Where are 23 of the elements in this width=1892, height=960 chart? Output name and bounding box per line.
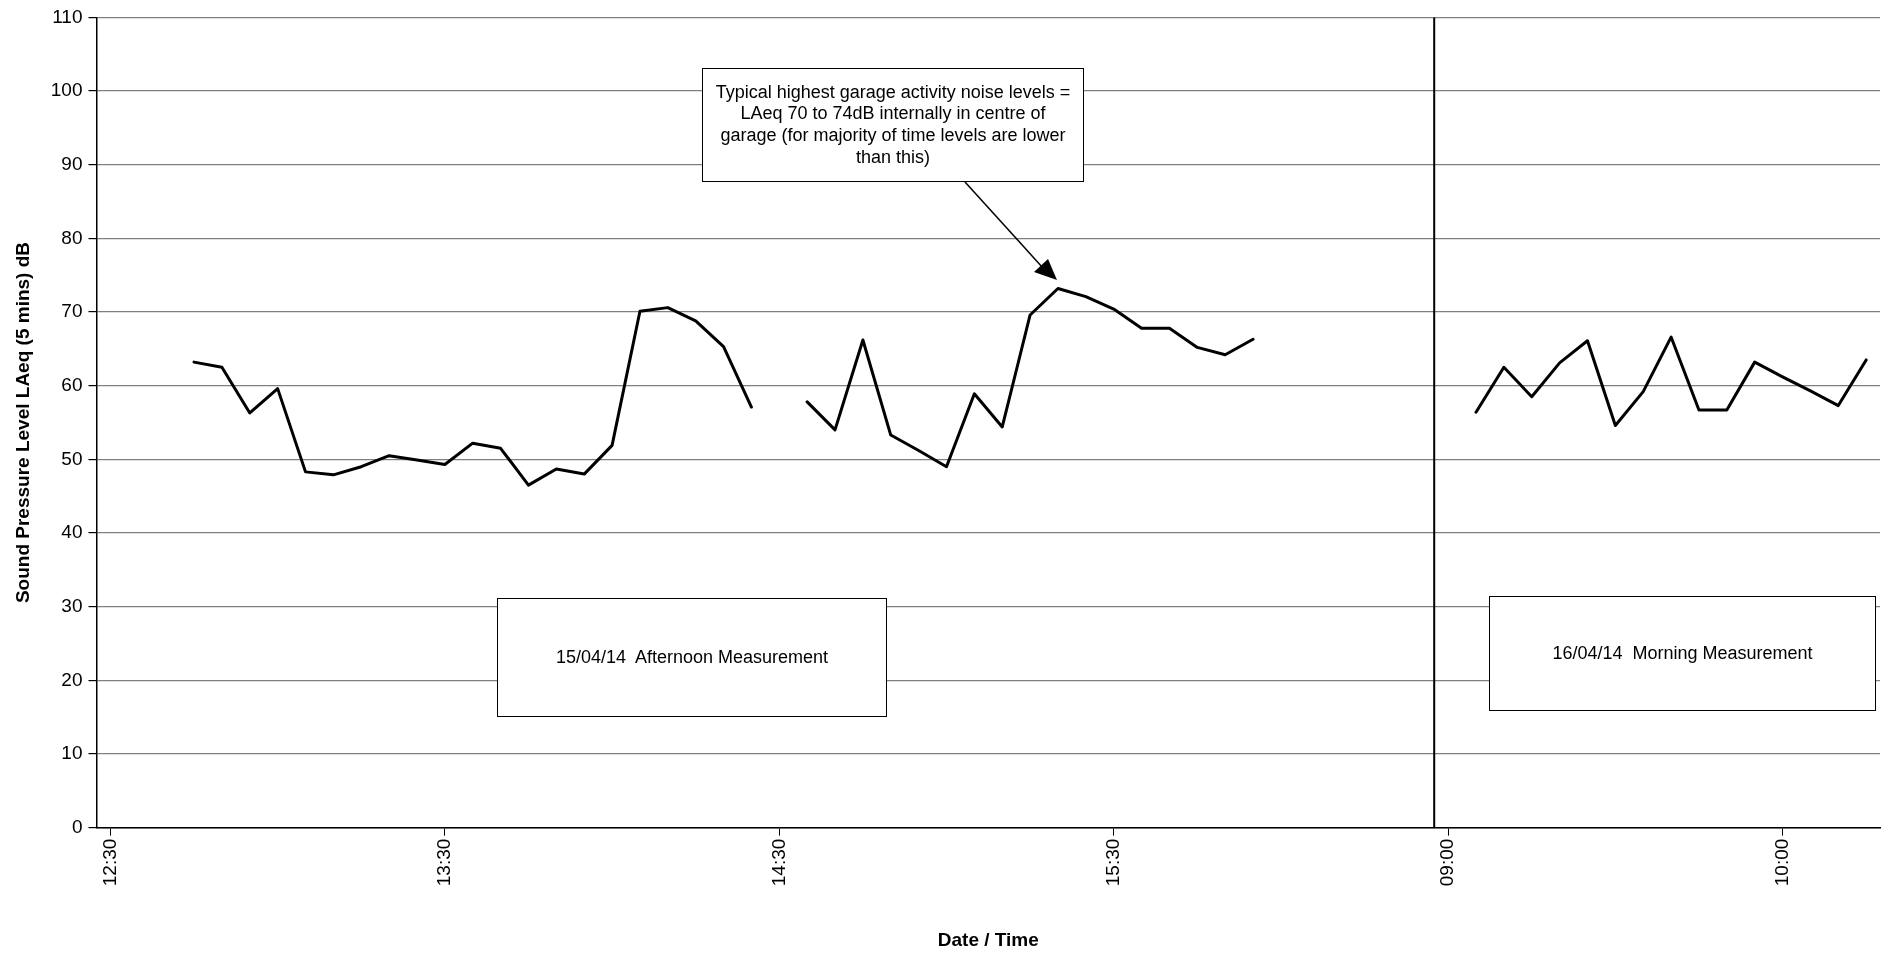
y-axis-title: Sound Pressure Level LAeq (5 mins) dB bbox=[11, 241, 33, 604]
x-tick-label: 12:30 bbox=[98, 838, 120, 887]
x-tick-label: 14:30 bbox=[767, 838, 789, 887]
note-box: 16/04/14 Morning Measurement bbox=[1489, 596, 1876, 711]
y-tick-label: 40 bbox=[61, 521, 83, 543]
note-box: 15/04/14 Afternoon Measurement bbox=[497, 598, 887, 717]
y-tick-label: 0 bbox=[71, 815, 83, 837]
y-tick-label: 90 bbox=[61, 152, 83, 174]
y-tick-label: 20 bbox=[61, 668, 83, 690]
y-tick-label: 110 bbox=[52, 5, 83, 27]
y-tick-label: 50 bbox=[61, 447, 83, 469]
x-axis-title: Date / Time bbox=[937, 928, 1039, 950]
y-tick-label: 10 bbox=[61, 742, 83, 764]
x-tick-label: 15:30 bbox=[1101, 838, 1123, 887]
y-tick-label: 100 bbox=[50, 79, 83, 101]
note-box: Typical highest garage activity noise levels = LAeq 70 to 74dB internally in centre of garage (for majority of time levels are lower than this) bbox=[702, 68, 1084, 182]
y-tick-label: 70 bbox=[61, 300, 83, 322]
y-tick-label: 80 bbox=[61, 226, 83, 248]
x-tick-label: 13:30 bbox=[433, 838, 455, 887]
y-tick-label: 60 bbox=[61, 373, 83, 395]
y-tick-label: 30 bbox=[61, 594, 83, 616]
x-tick-label: 09:00 bbox=[1436, 838, 1458, 887]
x-tick-label: 10:00 bbox=[1770, 838, 1792, 887]
